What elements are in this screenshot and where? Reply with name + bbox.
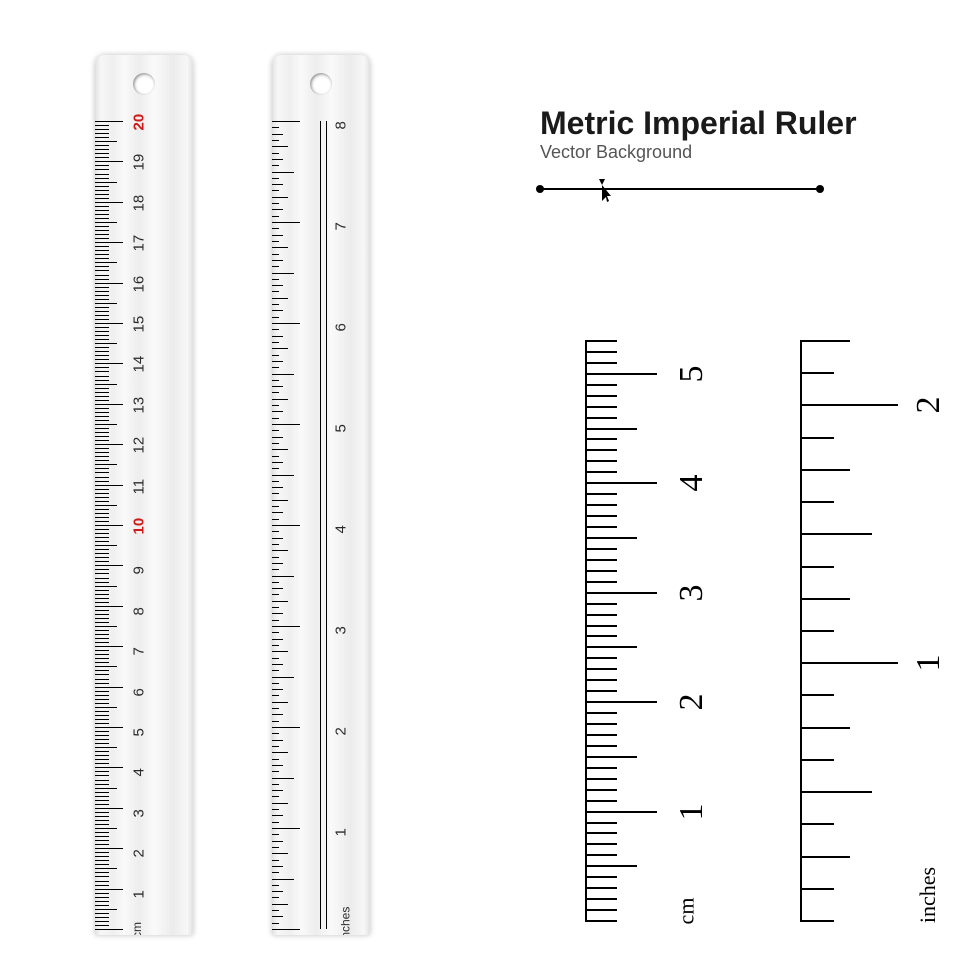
- hang-hole: [133, 73, 155, 95]
- cm-label: 2: [132, 838, 147, 858]
- detail-cm-unit-label: cm: [673, 898, 699, 925]
- metal-ruler-inches: 1 2 3 4 5 6 7 8 inches: [272, 55, 370, 935]
- cm-label: 17: [132, 232, 147, 252]
- inch-label: 3: [334, 617, 349, 635]
- cm-label: 11: [132, 474, 147, 494]
- title-block: Metric Imperial Ruler Vector Background: [540, 105, 857, 197]
- detail-cm-label: 5: [675, 357, 709, 391]
- cm-label: 15: [132, 313, 147, 333]
- cm-label: 3: [132, 797, 147, 817]
- title-heading: Metric Imperial Ruler: [540, 105, 857, 142]
- cm-label: 20: [132, 111, 147, 131]
- cm-label: 8: [132, 595, 147, 615]
- cm-label: 12: [132, 434, 147, 454]
- title-sub: Vector Background: [540, 142, 857, 163]
- cm-unit-label: cm: [130, 922, 144, 935]
- cm-label: 19: [132, 151, 147, 171]
- cm-label: 7: [132, 636, 147, 656]
- inch-label: 4: [334, 516, 349, 534]
- inch-label: 2: [334, 718, 349, 736]
- cm-label: 4: [132, 757, 147, 777]
- cm-label: 16: [132, 272, 147, 292]
- cm-label: 9: [132, 555, 147, 575]
- slider-end-dot: [816, 185, 824, 193]
- inch-label: 1: [334, 819, 349, 837]
- detail-scale-inches: 12inches: [800, 340, 940, 920]
- metal-ruler-cm: 1234567891011121314151617181920cm: [95, 55, 193, 935]
- cm-label: 14: [132, 353, 147, 373]
- detail-inch-label: 2: [912, 388, 946, 422]
- detail-inch-label: 1: [912, 646, 946, 680]
- cm-label: 6: [132, 676, 147, 696]
- cursor-icon: [592, 179, 606, 199]
- inch-label: 6: [334, 314, 349, 332]
- inch-scale: 12345678inches: [272, 121, 370, 929]
- inch-label: 5: [334, 415, 349, 433]
- inch-unit-label: inches: [338, 907, 352, 935]
- cm-label: 1: [132, 878, 147, 898]
- detail-inch-unit-label: inches: [915, 867, 941, 923]
- inch-label: 7: [334, 213, 349, 231]
- cm-label: 13: [132, 393, 147, 413]
- hang-hole: [310, 73, 332, 95]
- decorative-slider: [540, 181, 820, 197]
- detail-cm-label: 2: [675, 685, 709, 719]
- detail-cm-label: 3: [675, 576, 709, 610]
- cm-scale: 1234567891011121314151617181920cm: [95, 121, 193, 929]
- slider-end-dot: [536, 185, 544, 193]
- cm-label: 10: [132, 515, 147, 535]
- cm-label: 5: [132, 717, 147, 737]
- inch-label: 8: [334, 112, 349, 130]
- detail-cm-label: 4: [675, 466, 709, 500]
- slider-track: [540, 188, 820, 190]
- detail-cm-label: 1: [675, 795, 709, 829]
- cm-label: 18: [132, 191, 147, 211]
- detail-scale-cm: 12345cm: [585, 340, 705, 920]
